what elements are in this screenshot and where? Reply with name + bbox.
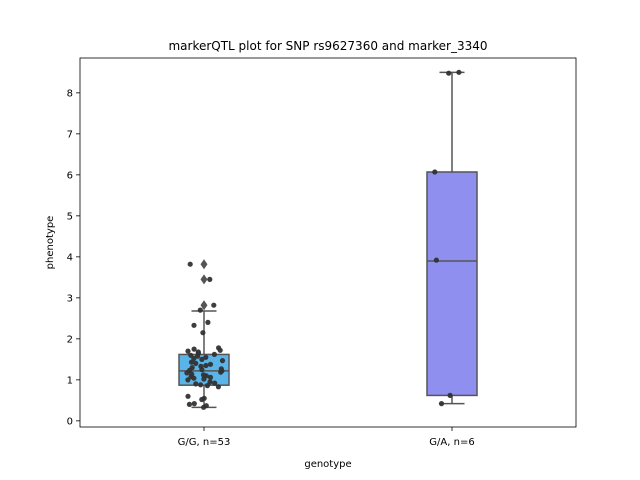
data-point <box>195 349 201 355</box>
data-point <box>215 384 221 390</box>
x-tick-label: G/A, n=6 <box>429 437 474 448</box>
data-point <box>204 383 210 389</box>
data-point <box>205 319 211 325</box>
y-tick-label: 0 <box>67 416 73 427</box>
data-point <box>185 348 191 354</box>
outlier-marker <box>200 259 208 270</box>
data-point <box>219 358 226 364</box>
x-axis-title: genotype <box>304 459 351 470</box>
data-point <box>433 257 439 263</box>
data-point <box>200 372 207 378</box>
data-point <box>191 346 197 352</box>
data-point <box>200 330 206 336</box>
data-point <box>193 381 199 387</box>
data-point <box>191 322 197 328</box>
data-point <box>207 374 214 380</box>
data-point <box>191 401 197 407</box>
y-tick-label: 1 <box>67 375 73 386</box>
y-tick-label: 4 <box>67 252 73 263</box>
data-point <box>211 302 217 308</box>
outlier-marker <box>200 300 208 311</box>
data-point <box>203 362 209 369</box>
data-point <box>187 261 193 267</box>
data-point <box>193 360 199 366</box>
y-tick-label: 6 <box>67 170 73 181</box>
y-tick-label: 5 <box>67 211 73 222</box>
y-axis-title: phenotype <box>45 216 56 270</box>
data-point <box>218 366 224 372</box>
x-tick-label: G/G, n=53 <box>178 437 231 448</box>
data-point <box>212 380 218 386</box>
y-tick-label: 7 <box>67 129 73 140</box>
data-point <box>438 401 445 407</box>
data-point <box>446 70 452 76</box>
data-point <box>198 382 204 388</box>
data-point <box>207 361 214 367</box>
data-point <box>188 359 195 365</box>
data-point <box>197 307 203 313</box>
data-point <box>198 363 204 369</box>
data-point <box>201 395 207 401</box>
y-tick-label: 2 <box>67 334 73 345</box>
data-point <box>189 365 195 371</box>
y-tick-label: 3 <box>67 293 73 304</box>
data-point <box>185 377 191 383</box>
data-point <box>207 379 213 385</box>
data-point <box>186 401 192 407</box>
data-point <box>216 345 222 351</box>
data-point <box>188 352 194 358</box>
outlier-marker <box>200 274 208 285</box>
y-tick-label: 8 <box>67 88 73 99</box>
data-point <box>185 393 191 399</box>
data-point <box>203 403 209 409</box>
data-point <box>207 276 213 282</box>
data-point <box>432 169 438 175</box>
data-point <box>199 356 205 362</box>
plot-frame <box>79 57 577 428</box>
data-point <box>203 354 209 360</box>
chart-title: markerQTL plot for SNP rs9627360 and mar… <box>168 39 487 53</box>
data-point <box>447 392 453 398</box>
data-point <box>456 69 462 75</box>
data-point <box>211 351 217 357</box>
box-iqr <box>426 171 478 397</box>
